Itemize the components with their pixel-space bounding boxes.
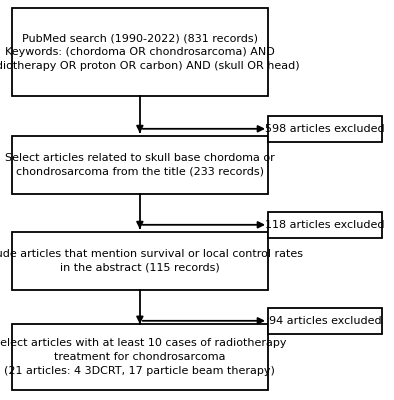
Bar: [12, 136, 268, 194]
Bar: [12, 232, 268, 290]
Text: Include articles that mention survival or local control rates
in the abstract (1: Include articles that mention survival o…: [0, 249, 303, 273]
Text: 94 articles excluded: 94 articles excluded: [269, 316, 381, 326]
Text: PubMed search (1990-2022) (831 records)
Keywords: (chordoma OR chondrosarcoma) A: PubMed search (1990-2022) (831 records) …: [0, 33, 300, 70]
Bar: [268, 212, 382, 238]
Bar: [268, 116, 382, 142]
Text: 118 articles excluded: 118 articles excluded: [265, 220, 385, 230]
Text: Select articles related to skull base chordoma or
chondrosarcoma from the title : Select articles related to skull base ch…: [5, 153, 275, 177]
Bar: [12, 324, 268, 390]
Bar: [268, 308, 382, 334]
Text: 598 articles excluded: 598 articles excluded: [265, 124, 385, 134]
Bar: [12, 8, 268, 96]
Text: Select articles with at least 10 cases of radiotherapy
treatment for chondrosarc: Select articles with at least 10 cases o…: [0, 338, 286, 376]
